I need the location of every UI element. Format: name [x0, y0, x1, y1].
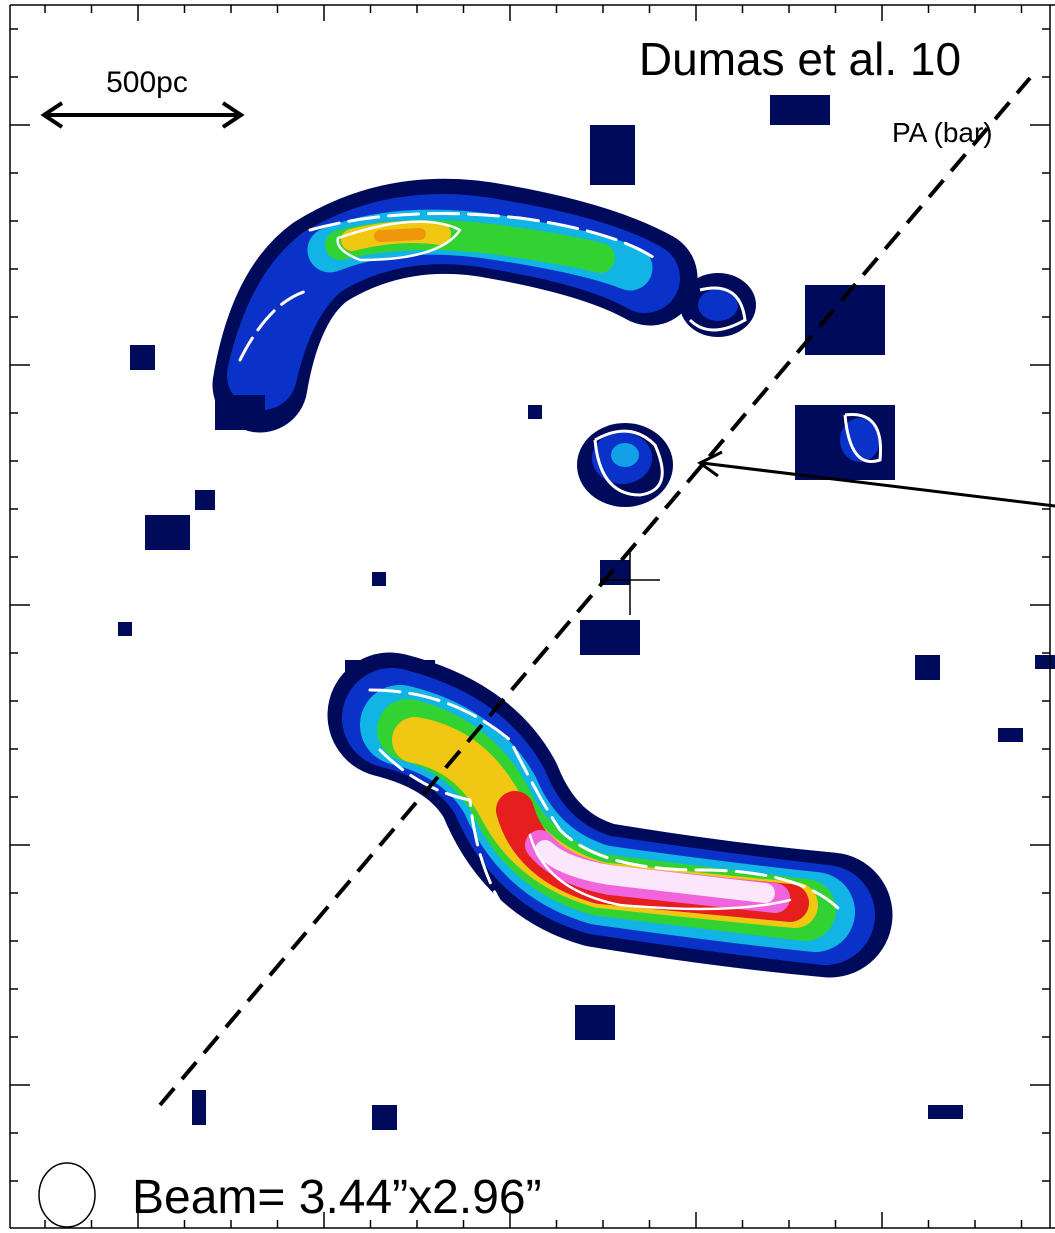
figure: Dumas et al. 10 500pc PA (bar) Beam= 3.4… — [0, 0, 1055, 1233]
scale-label: 500pc — [106, 66, 188, 99]
beam-ellipse — [39, 1163, 95, 1227]
beam-label: Beam= 3.44”x2.96” — [132, 1171, 542, 1224]
pa-label: PA (bar) — [892, 117, 993, 148]
background — [0, 0, 1055, 1233]
title: Dumas et al. 10 — [639, 33, 961, 85]
